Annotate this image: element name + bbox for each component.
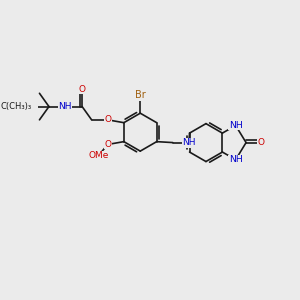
Text: O: O: [104, 140, 111, 149]
Text: Br: Br: [135, 90, 146, 100]
Text: O: O: [258, 138, 265, 147]
Text: O: O: [79, 85, 86, 94]
Text: O: O: [104, 115, 111, 124]
Text: NH: NH: [229, 155, 242, 164]
Text: NH: NH: [58, 102, 72, 111]
Text: OMe: OMe: [88, 152, 108, 160]
Text: NH: NH: [182, 138, 196, 147]
Text: C(CH₃)₃: C(CH₃)₃: [1, 102, 32, 111]
Text: NH: NH: [229, 121, 242, 130]
